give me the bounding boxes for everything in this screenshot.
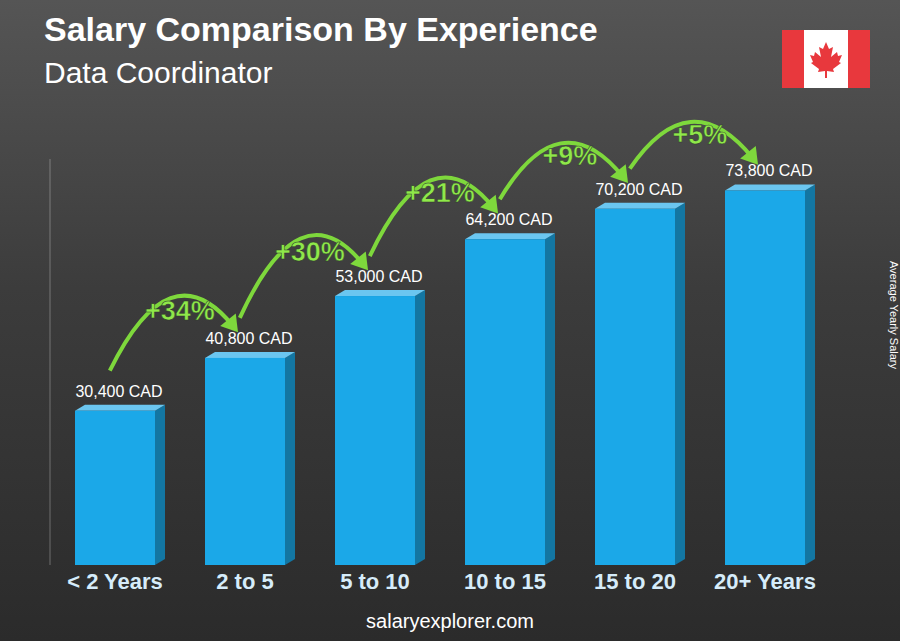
svg-text:2 to 5: 2 to 5 — [216, 569, 273, 594]
svg-text:+5%: +5% — [673, 120, 728, 150]
svg-text:< 2 Years: < 2 Years — [67, 569, 163, 594]
svg-text:10 to 15: 10 to 15 — [464, 569, 546, 594]
html-text:Salary Comparison By Experienc: Salary Comparison By Experience — [44, 10, 598, 48]
svg-text:+34%: +34% — [145, 296, 215, 326]
svg-text:64,200 CAD: 64,200 CAD — [465, 211, 552, 228]
svg-text:+9%: +9% — [543, 141, 598, 171]
html-text:salaryexplorer.com: salaryexplorer.com — [366, 610, 534, 632]
svg-text:Average Yearly Salary: Average Yearly Salary — [888, 261, 892, 370]
svg-text:+21%: +21% — [405, 178, 475, 208]
svg-text:15 to 20: 15 to 20 — [594, 569, 676, 594]
svg-text:73,800 CAD: 73,800 CAD — [725, 162, 812, 179]
html-text:Data Coordinator: Data Coordinator — [44, 56, 273, 89]
svg-text:70,200 CAD: 70,200 CAD — [595, 181, 682, 198]
svg-text:+30%: +30% — [275, 237, 345, 267]
svg-text:20+ Years: 20+ Years — [714, 569, 816, 594]
svg-text:5 to 10: 5 to 10 — [340, 569, 410, 594]
svg-text:53,000 CAD: 53,000 CAD — [335, 268, 422, 285]
svg-text:40,800 CAD: 40,800 CAD — [205, 330, 292, 347]
svg-text:30,400 CAD: 30,400 CAD — [75, 383, 162, 400]
